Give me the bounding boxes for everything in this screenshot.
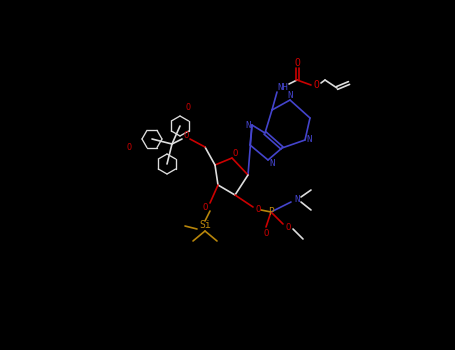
Text: Si: Si: [199, 220, 211, 230]
Text: O: O: [202, 203, 207, 212]
Text: O: O: [263, 230, 269, 238]
Text: N: N: [245, 120, 251, 130]
Text: P: P: [268, 207, 274, 217]
Text: NH: NH: [278, 83, 288, 91]
Text: O: O: [183, 132, 189, 140]
Text: O: O: [294, 58, 300, 68]
Text: O: O: [313, 80, 319, 90]
Text: O: O: [285, 223, 291, 231]
Text: N: N: [306, 135, 312, 145]
Text: N: N: [294, 196, 300, 204]
Text: O: O: [186, 104, 191, 112]
Text: O: O: [255, 205, 261, 215]
Text: N: N: [287, 91, 293, 100]
Text: O: O: [233, 148, 238, 158]
Text: O: O: [126, 142, 131, 152]
Text: N: N: [269, 159, 275, 168]
